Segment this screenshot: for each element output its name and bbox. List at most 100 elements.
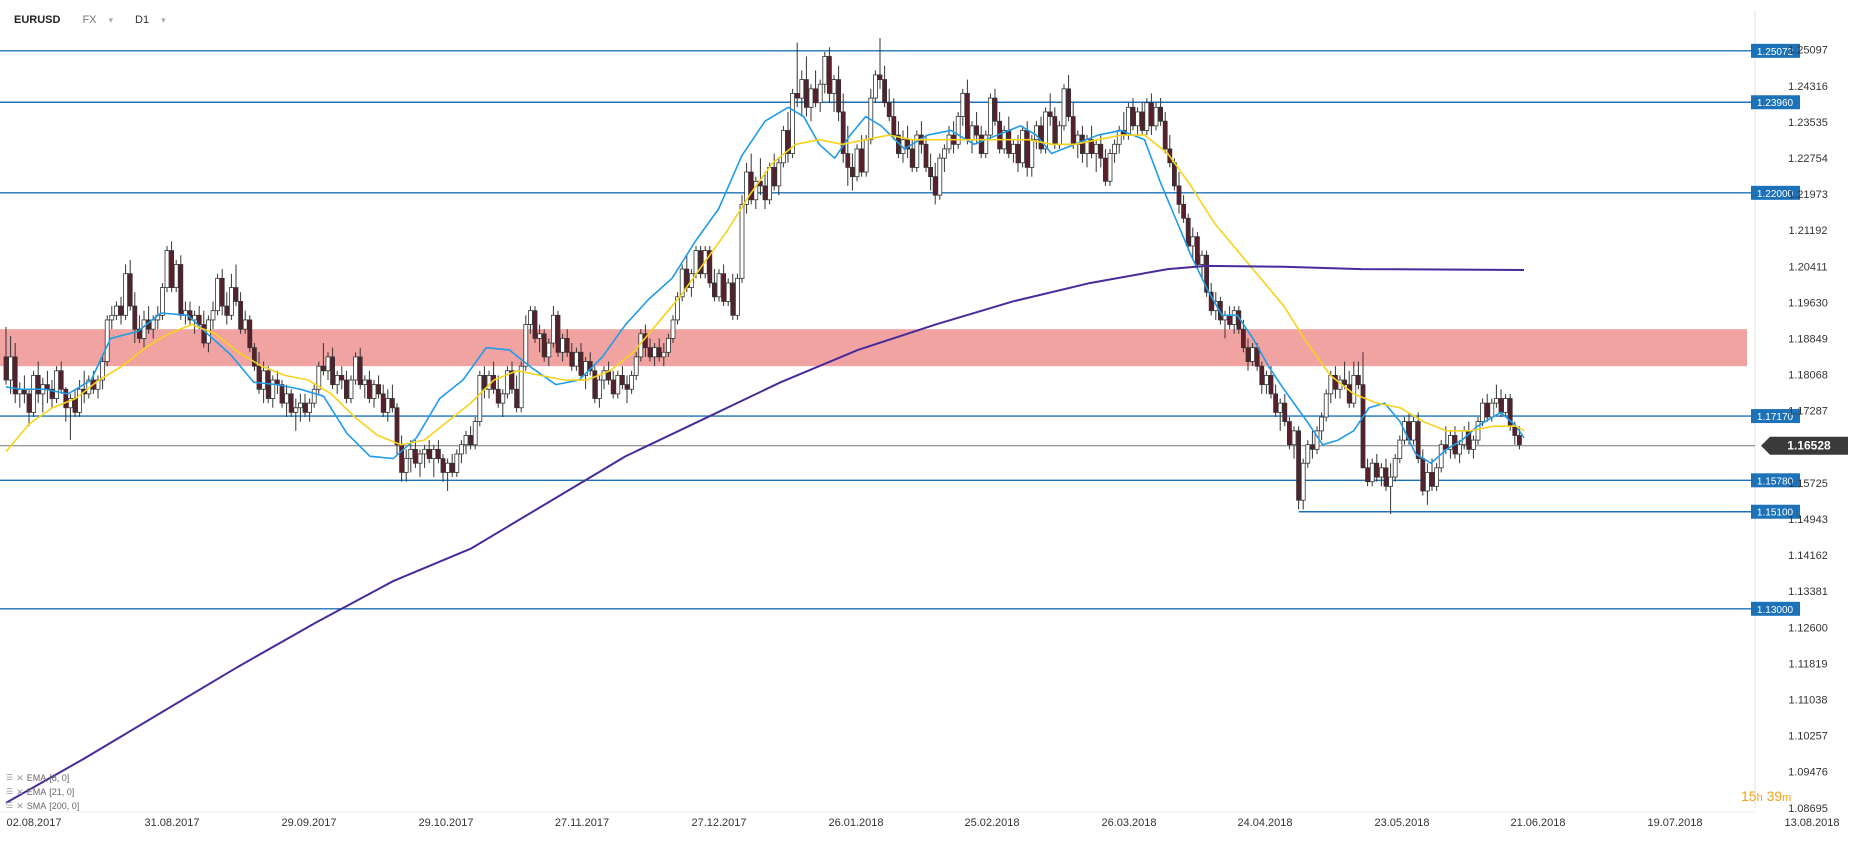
candle-body — [330, 356, 336, 386]
legend-ema21[interactable]: ☰ ✕ EMA [21, 0] — [6, 785, 79, 799]
candle-body — [238, 301, 244, 330]
candle-body — [1296, 430, 1301, 501]
candle-body — [385, 398, 391, 413]
eye-icon[interactable]: ☰ — [6, 801, 14, 810]
y-tick-label: 1.24316 — [1788, 81, 1828, 93]
y-tick-label: 1.11038 — [1789, 694, 1828, 706]
candle-body — [1139, 111, 1145, 131]
candle-body — [1489, 402, 1495, 418]
candle-body — [863, 139, 869, 173]
x-tick-label: 21.06.2018 — [1510, 817, 1565, 829]
level-tag — [1751, 504, 1800, 519]
candle-body — [408, 448, 414, 459]
candle-body — [670, 319, 676, 339]
y-tick-label: 1.08695 — [1788, 803, 1828, 815]
close-icon[interactable]: ✕ — [16, 787, 24, 797]
candle-body — [564, 338, 570, 353]
candle-body — [504, 370, 510, 395]
candle-body — [1259, 365, 1265, 386]
legend-sma200[interactable]: ☰ ✕ SMA [200, 0] — [6, 799, 79, 813]
candle-body — [1388, 476, 1393, 487]
legend-ema8[interactable]: ☰ ✕ EMA [8, 0] — [6, 771, 79, 785]
candle-body — [1098, 143, 1104, 159]
candle-body — [1305, 444, 1311, 464]
eye-icon[interactable]: ☰ — [6, 773, 14, 782]
y-tick-label: 1.14162 — [1788, 550, 1828, 562]
candle-body — [1204, 254, 1209, 293]
close-icon[interactable]: ✕ — [16, 773, 24, 783]
candle-body — [228, 287, 234, 316]
candle-body — [1135, 111, 1140, 127]
candle-body — [675, 296, 680, 321]
candle-body — [210, 310, 216, 321]
candle-body — [72, 398, 78, 413]
candle-body — [1112, 143, 1117, 154]
candle-body — [1034, 125, 1039, 141]
candle-body — [63, 388, 69, 409]
candle-body — [652, 347, 657, 358]
candle-body — [569, 351, 575, 367]
x-tick-label: 26.03.2018 — [1101, 817, 1156, 829]
market-dropdown[interactable]: FX ▾ — [82, 14, 113, 26]
candle-body — [1498, 398, 1504, 413]
candle-body — [1029, 139, 1035, 168]
y-tick-label: 1.09476 — [1788, 767, 1828, 779]
candle-body — [8, 356, 14, 381]
candle-body — [1006, 130, 1012, 154]
candle-body — [735, 277, 740, 316]
legend-params: [8, 0] — [49, 773, 70, 783]
candle-body — [247, 319, 253, 349]
candle-body — [1494, 398, 1499, 404]
candle-body — [279, 384, 285, 404]
candle-body — [54, 370, 59, 399]
candle-body — [141, 319, 147, 339]
candle-body — [394, 407, 400, 446]
eye-icon[interactable]: ☰ — [6, 787, 14, 796]
candle-body — [224, 305, 230, 316]
candle-body — [827, 56, 832, 94]
countdown-minutes-unit: m — [1782, 792, 1792, 804]
candle-body — [845, 153, 851, 168]
legend-label: EMA — [26, 787, 47, 797]
candle-body — [339, 374, 345, 381]
current-price-label: 1.16528 — [1787, 439, 1831, 453]
timeframe-dropdown[interactable]: D1 ▾ — [135, 14, 166, 26]
candle-body — [974, 125, 979, 136]
level-tag — [1751, 43, 1800, 58]
candle-body — [1043, 111, 1048, 150]
market-label: FX — [82, 14, 97, 26]
candle-body — [707, 250, 713, 284]
candle-body — [449, 462, 455, 473]
candle-body — [1038, 125, 1044, 150]
candle-body — [376, 384, 382, 395]
candle-body — [334, 374, 340, 386]
candle-body — [118, 305, 124, 316]
x-tick-label: 31.08.2017 — [144, 817, 199, 829]
candle-body — [1011, 143, 1016, 154]
chevron-down-icon: ▾ — [161, 14, 166, 25]
candle-body — [1176, 185, 1182, 205]
candle-body — [1333, 374, 1338, 390]
candle-body — [1195, 236, 1200, 265]
candle-body — [551, 314, 556, 344]
candle-body — [781, 130, 786, 164]
candle-body — [1310, 444, 1315, 450]
close-icon[interactable]: ✕ — [16, 801, 24, 811]
candle-body — [58, 370, 64, 390]
candle-body — [192, 314, 198, 321]
candle-body — [1190, 236, 1196, 247]
candle-body — [362, 379, 368, 386]
symbol-label[interactable]: EURUSD — [14, 14, 61, 26]
candle-body — [435, 448, 441, 459]
candle-body — [500, 393, 506, 404]
candle-body — [1287, 421, 1292, 446]
candle-body — [219, 277, 225, 307]
candle-body — [100, 361, 105, 381]
x-tick-label: 02.08.2017 — [6, 817, 61, 829]
candle-body — [721, 273, 726, 302]
candle-body — [937, 157, 943, 196]
x-tick-label: 25.02.2018 — [964, 817, 1019, 829]
legend-label: EMA — [26, 773, 47, 783]
level-tag-label: 1.22000 — [1757, 189, 1794, 200]
